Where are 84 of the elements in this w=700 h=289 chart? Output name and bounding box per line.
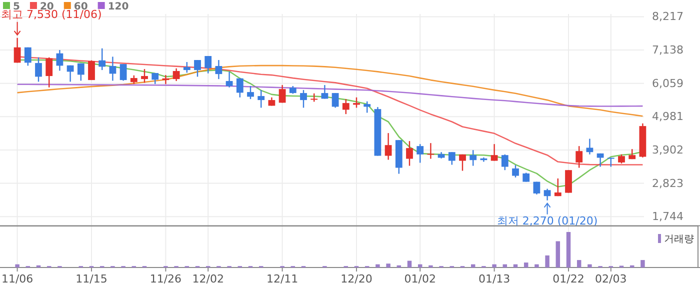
y-tick-label: 4,981 [652, 110, 684, 124]
candlestick [236, 78, 244, 98]
candlestick [120, 63, 127, 82]
candlestick [342, 98, 350, 115]
candlestick [406, 140, 413, 166]
candlestick [247, 85, 254, 100]
y-tick-label: 7,138 [652, 44, 684, 57]
x-tick-label: 12/20 [340, 272, 372, 286]
candlestick [522, 172, 530, 182]
bar [386, 264, 390, 268]
candlestick [14, 37, 21, 64]
candlestick [183, 61, 190, 74]
y-tick-label: 8,217 [652, 10, 684, 24]
x-tick-label: 12/02 [192, 272, 224, 286]
candlestick [66, 64, 74, 82]
candlestick [300, 89, 307, 108]
candlestick [152, 72, 159, 85]
bar [556, 241, 560, 268]
candlestick [607, 157, 614, 168]
bar [640, 260, 645, 268]
x-tick-label: 11/06 [1, 272, 34, 286]
candlestick [353, 96, 360, 108]
candlestick [427, 142, 434, 160]
bar [524, 262, 528, 268]
x-tick-label: 01/13 [478, 272, 510, 286]
candlestick [278, 84, 286, 104]
bar [566, 232, 571, 268]
candlestick [576, 145, 583, 168]
candlestick [172, 68, 180, 82]
candlestick [586, 138, 594, 156]
candlestick [533, 181, 540, 196]
bar [576, 260, 582, 268]
candlestick [226, 71, 233, 88]
bar [407, 260, 412, 268]
candlestick [384, 132, 392, 160]
bar [376, 264, 380, 268]
annotation: 최저 2,270 (01/20) [496, 214, 598, 228]
candlestick [141, 68, 148, 84]
candlestick [46, 56, 53, 88]
y-tick-label: 3,902 [652, 143, 684, 156]
candlestick [512, 164, 519, 178]
y-tick-label: 6,059 [652, 76, 684, 90]
y-tick-label: 2,823 [652, 176, 684, 190]
candlestick [416, 143, 424, 164]
legend-label: 거래량 [664, 234, 694, 245]
candlestick [258, 89, 265, 108]
x-tick-label: 01/02 [404, 272, 436, 286]
candlestick [544, 188, 551, 201]
candlestick [88, 60, 95, 81]
candlestick [56, 49, 64, 72]
x-tick-label: 01/22 [552, 272, 584, 286]
candlestick [24, 46, 32, 66]
bar [545, 255, 550, 268]
legend-label: 120 [108, 2, 129, 12]
candlestick [204, 55, 212, 74]
candlestick [364, 100, 371, 114]
candlestick [490, 143, 498, 162]
candlestick [554, 178, 562, 197]
x-tick-label: 02/03 [595, 272, 627, 286]
candlestick [596, 152, 604, 168]
candlestick [459, 154, 466, 172]
candlestick [470, 149, 477, 166]
bar [534, 264, 539, 268]
candlestick [98, 48, 106, 71]
legend-label: 5 [13, 2, 20, 12]
bar [492, 264, 496, 268]
candlestick [501, 154, 508, 171]
bar [15, 264, 20, 268]
line-series [16, 64, 644, 117]
candlestick [618, 154, 625, 164]
candlestick [321, 84, 328, 100]
candlestick [215, 59, 222, 80]
candlestick [332, 92, 339, 108]
bar [588, 264, 592, 268]
candlestick [35, 56, 42, 82]
y-tick-label: 1,744 [652, 210, 684, 224]
candlestick [194, 59, 201, 78]
x-tick-label: 11/26 [150, 272, 182, 286]
candlestick [77, 62, 84, 82]
candlestick [565, 170, 572, 194]
x-tick-label: 12/11 [266, 272, 298, 286]
x-tick-label: 11/15 [76, 272, 108, 286]
candlestick [109, 56, 116, 82]
candlestick [448, 152, 456, 166]
